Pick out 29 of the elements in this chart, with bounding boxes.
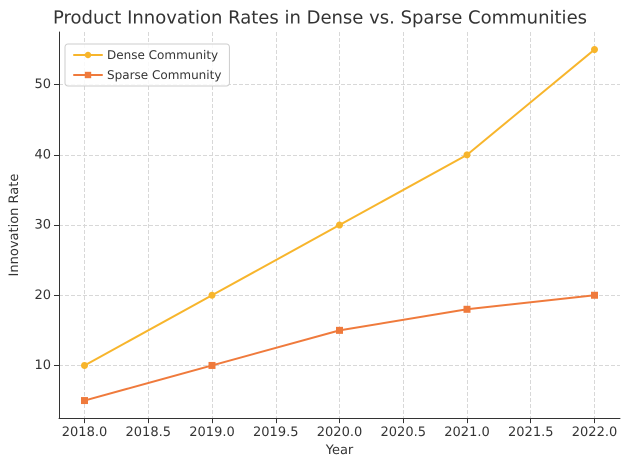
y-tick-label: 20 bbox=[34, 288, 51, 303]
point bbox=[208, 292, 216, 299]
x-tick-label: 2021.0 bbox=[444, 425, 490, 440]
point bbox=[81, 362, 88, 369]
point bbox=[336, 222, 343, 229]
x-tick-label: 2019.0 bbox=[189, 425, 235, 440]
x-tick-label: 2018.0 bbox=[62, 425, 108, 440]
y-tick-label: 50 bbox=[34, 77, 51, 92]
point bbox=[464, 151, 470, 158]
point bbox=[208, 362, 216, 369]
point bbox=[81, 397, 88, 404]
y-tick-label: 40 bbox=[34, 147, 51, 162]
y-tick-label: 10 bbox=[34, 358, 51, 373]
legend-label: Sparse Community bbox=[107, 68, 222, 82]
chart-title: Product Innovation Rates in Dense vs. Sparse Communities bbox=[52, 8, 588, 28]
x-tick-label: 2020.5 bbox=[380, 425, 426, 440]
x-tick-label: 2020.0 bbox=[316, 425, 362, 440]
x-tick-label: 2022.0 bbox=[572, 425, 618, 440]
legend-label: Dense Community bbox=[107, 48, 218, 62]
point bbox=[591, 46, 598, 54]
x-tick-label: 2019.5 bbox=[253, 425, 298, 440]
x-axis-title: Year bbox=[324, 443, 354, 458]
y-axis-title: Innovation Rate bbox=[7, 174, 22, 276]
point bbox=[336, 326, 343, 334]
point bbox=[591, 292, 598, 299]
x-tick-label: 2021.5 bbox=[508, 425, 554, 440]
y-tick-label: 30 bbox=[34, 218, 51, 233]
x-tick-label: 2018.5 bbox=[126, 425, 171, 440]
point bbox=[464, 306, 470, 313]
